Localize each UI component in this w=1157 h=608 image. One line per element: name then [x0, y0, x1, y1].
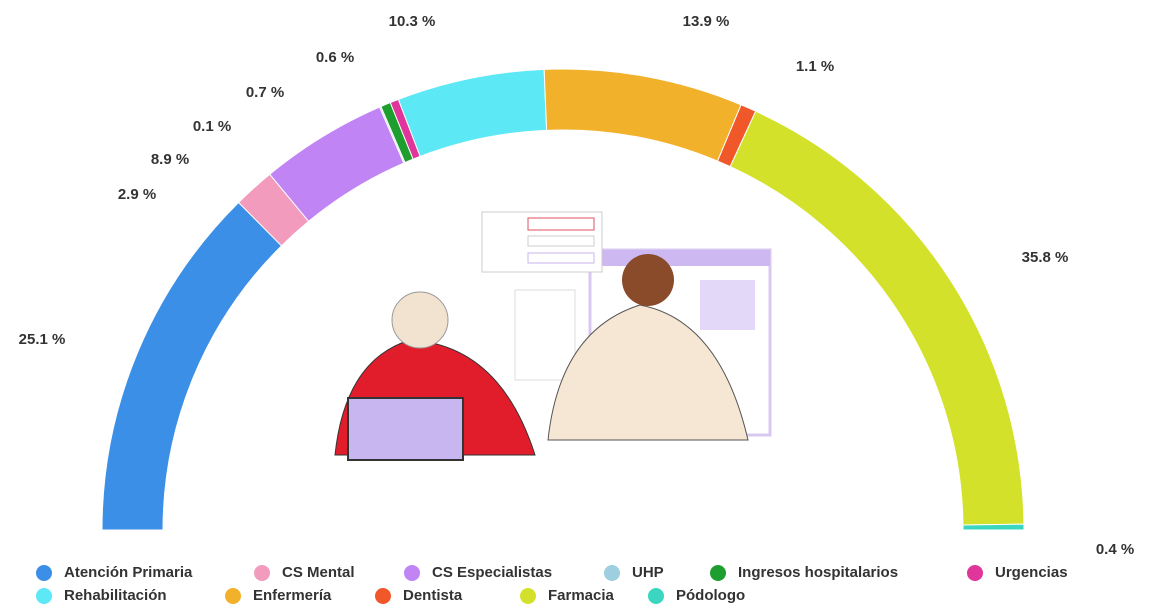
legend-swatch [225, 588, 241, 604]
data-label: 35.8 % [1022, 249, 1069, 266]
slice [962, 523, 1025, 531]
legend-label: Farmacia [548, 587, 615, 604]
legend-label: Urgencias [995, 564, 1068, 581]
data-label: 1.1 % [796, 58, 834, 75]
slice [101, 201, 283, 531]
legend-swatch [254, 565, 270, 581]
legend-label: Rehabilitación [64, 587, 167, 604]
data-label: 0.1 % [193, 118, 231, 135]
legend-swatch [967, 565, 983, 581]
legend-label: Dentista [403, 587, 463, 604]
data-label: 0.6 % [316, 49, 354, 66]
slice [543, 68, 742, 162]
legend-label: Ingresos hospitalarios [738, 564, 898, 581]
legend: Atención Primaria CS Mental CS Especialist… [36, 564, 1068, 604]
legend-swatch [520, 588, 536, 604]
data-label: 8.9 % [151, 151, 189, 168]
legend-swatch [36, 588, 52, 604]
legend-label: CS Mental [282, 564, 355, 581]
illustration [334, 211, 772, 461]
legend-swatch [710, 565, 726, 581]
data-label: 10.3 % [389, 13, 436, 30]
slice [397, 68, 548, 158]
legend-swatch [404, 565, 420, 581]
legend-label: UHP [632, 564, 664, 581]
legend-label: CS Especialistas [432, 564, 552, 581]
slices: 25.1 % 2.9 % 8.9 %0.1 % 0.7 % 0.6 % 10.3 % 13.… [19, 13, 1135, 558]
data-label: 2.9 % [118, 186, 156, 203]
legend-swatch [36, 565, 52, 581]
legend-swatch [375, 588, 391, 604]
legend-label: Enfermería [253, 587, 332, 604]
slice [729, 110, 1025, 526]
data-label: 13.9 % [683, 13, 730, 30]
legend-swatch [648, 588, 664, 604]
legend-label: Pódologo [676, 587, 745, 604]
data-label: 0.4 % [1096, 541, 1134, 558]
legend-label: Atención Primaria [64, 564, 193, 581]
legend-swatch [604, 565, 620, 581]
data-label: 0.7 % [246, 84, 284, 101]
data-label: 25.1 % [19, 331, 66, 348]
